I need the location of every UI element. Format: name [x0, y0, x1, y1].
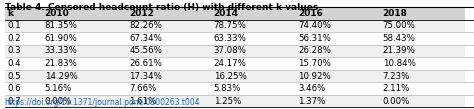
- Text: k: k: [7, 9, 13, 18]
- Text: 16.25%: 16.25%: [214, 72, 246, 81]
- Text: 1.61%: 1.61%: [129, 97, 156, 106]
- Text: 56.31%: 56.31%: [298, 34, 331, 43]
- Text: 10.92%: 10.92%: [298, 72, 331, 81]
- Text: 2010: 2010: [45, 9, 69, 18]
- Text: Table 4. Censored headcount ratio (H) with different k values.: Table 4. Censored headcount ratio (H) wi…: [5, 3, 321, 12]
- Text: 67.34%: 67.34%: [129, 34, 162, 43]
- Text: 0.1: 0.1: [7, 21, 21, 30]
- Text: 58.43%: 58.43%: [383, 34, 415, 43]
- Text: 7.66%: 7.66%: [129, 84, 156, 93]
- Text: 74.40%: 74.40%: [298, 21, 331, 30]
- Text: 21.83%: 21.83%: [45, 59, 78, 68]
- Text: 26.28%: 26.28%: [298, 46, 331, 55]
- Text: 15.70%: 15.70%: [298, 59, 331, 68]
- Text: 0.00%: 0.00%: [45, 97, 72, 106]
- Text: 2012: 2012: [129, 9, 154, 18]
- Text: 5.83%: 5.83%: [214, 84, 241, 93]
- Text: 3.46%: 3.46%: [298, 84, 326, 93]
- Text: https://doi.org/10.1371/journal.pone.0300263.t004: https://doi.org/10.1371/journal.pone.030…: [5, 98, 201, 107]
- Text: 78.75%: 78.75%: [214, 21, 246, 30]
- Text: 0.7: 0.7: [7, 97, 21, 106]
- Text: 0.5: 0.5: [7, 72, 21, 81]
- Text: 1.25%: 1.25%: [214, 97, 241, 106]
- Text: 1.37%: 1.37%: [298, 97, 326, 106]
- Text: 33.33%: 33.33%: [45, 46, 78, 55]
- Text: 14.29%: 14.29%: [45, 72, 77, 81]
- Text: 0.6: 0.6: [7, 84, 21, 93]
- Text: 63.33%: 63.33%: [214, 34, 246, 43]
- Text: 24.17%: 24.17%: [214, 59, 246, 68]
- Text: 2.11%: 2.11%: [383, 84, 410, 93]
- Text: 10.84%: 10.84%: [383, 59, 415, 68]
- Text: 2018: 2018: [383, 9, 407, 18]
- Text: 0.4: 0.4: [7, 59, 21, 68]
- Text: 81.35%: 81.35%: [45, 21, 78, 30]
- Text: 61.90%: 61.90%: [45, 34, 77, 43]
- Text: 45.56%: 45.56%: [129, 46, 162, 55]
- Text: 26.61%: 26.61%: [129, 59, 162, 68]
- Text: 2014: 2014: [214, 9, 238, 18]
- Text: 0.3: 0.3: [7, 46, 21, 55]
- Text: 0.00%: 0.00%: [383, 97, 410, 106]
- Text: 82.26%: 82.26%: [129, 21, 162, 30]
- Text: 7.23%: 7.23%: [383, 72, 410, 81]
- Text: 17.34%: 17.34%: [129, 72, 162, 81]
- Text: 5.16%: 5.16%: [45, 84, 72, 93]
- Text: 2016: 2016: [298, 9, 323, 18]
- Text: 0.2: 0.2: [7, 34, 21, 43]
- Text: 21.39%: 21.39%: [383, 46, 415, 55]
- Text: 37.08%: 37.08%: [214, 46, 246, 55]
- Text: 75.00%: 75.00%: [383, 21, 415, 30]
